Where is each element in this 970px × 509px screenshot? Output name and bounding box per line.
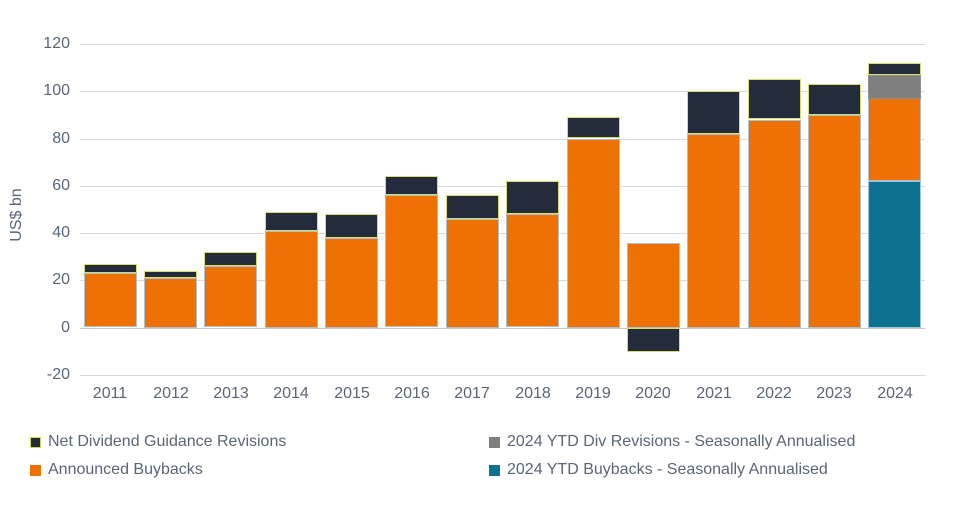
y-tick-label-100: 100 <box>43 82 70 99</box>
gridline-y-0 <box>80 328 925 329</box>
bar-2023-announced-buybacks <box>808 115 861 328</box>
x-tick-label-2024: 2024 <box>877 385 913 402</box>
gridline-y-80 <box>80 139 925 140</box>
x-tick-label-2018: 2018 <box>515 385 551 402</box>
legend-item-2024-ytd-div-revisions-seasonally-annualised: 2024 YTD Div Revisions - Seasonally Annu… <box>489 433 856 450</box>
x-tick-label-2015: 2015 <box>334 385 370 402</box>
legend-item-announced-buybacks: Announced Buybacks <box>30 461 203 478</box>
bar-2012-announced-buybacks <box>144 278 197 328</box>
x-tick-label-2017: 2017 <box>454 385 490 402</box>
x-tick-label-2013: 2013 <box>213 385 249 402</box>
gridline-y--20 <box>80 375 925 376</box>
bar-2018-announced-buybacks <box>506 214 559 327</box>
legend-marker-icon <box>30 436 41 448</box>
legend-marker-icon <box>489 464 500 476</box>
x-tick-label-2021: 2021 <box>696 385 732 402</box>
bar-2015-net-dividend-guidance-revisions <box>325 214 378 238</box>
bar-2014-announced-buybacks <box>265 231 318 328</box>
bar-2017-announced-buybacks <box>446 219 499 328</box>
bar-2019-net-dividend-guidance-revisions <box>567 117 620 138</box>
legend-marker-icon <box>30 464 41 476</box>
y-tick-label-20: 20 <box>52 271 70 288</box>
y-tick-label-60: 60 <box>52 177 70 194</box>
bar-2021-net-dividend-guidance-revisions <box>687 91 740 134</box>
bar-2020-net-dividend-guidance-revisions <box>627 328 680 352</box>
x-tick-label-2023: 2023 <box>816 385 852 402</box>
x-tick-label-2011: 2011 <box>92 385 128 402</box>
legend-item-net-dividend-guidance-revisions: Net Dividend Guidance Revisions <box>30 433 287 450</box>
gridline-y-120 <box>80 44 925 45</box>
legend-label: Announced Buybacks <box>48 461 203 478</box>
x-tick-label-2012: 2012 <box>153 385 189 402</box>
y-tick-label-120: 120 <box>43 35 70 52</box>
x-tick-label-2019: 2019 <box>575 385 611 402</box>
legend-label: 2024 YTD Div Revisions - Seasonally Annu… <box>507 433 856 450</box>
bar-2024-2024-ytd-buybacks-seasonally-annualised <box>868 181 921 328</box>
gridline-y-40 <box>80 233 925 234</box>
bar-2011-announced-buybacks <box>84 273 137 327</box>
x-tick-label-2022: 2022 <box>756 385 792 402</box>
bar-2016-announced-buybacks <box>385 195 438 327</box>
bar-2014-net-dividend-guidance-revisions <box>265 212 318 231</box>
bar-2018-net-dividend-guidance-revisions <box>506 181 559 214</box>
y-tick-label-0: 0 <box>61 319 70 336</box>
bar-2016-net-dividend-guidance-revisions <box>385 176 438 195</box>
bar-2020-announced-buybacks <box>627 243 680 328</box>
bar-2019-announced-buybacks <box>567 139 620 328</box>
bar-2017-net-dividend-guidance-revisions <box>446 195 499 219</box>
bar-2024-2024-ytd-div-revisions-seasonally-annualised <box>868 75 921 99</box>
legend-label: 2024 YTD Buybacks - Seasonally Annualise… <box>507 461 828 478</box>
x-tick-label-2016: 2016 <box>394 385 430 402</box>
x-tick-label-2020: 2020 <box>635 385 671 402</box>
gridline-y-100 <box>80 91 925 92</box>
gridline-y-20 <box>80 280 925 281</box>
bar-2012-net-dividend-guidance-revisions <box>144 271 197 278</box>
bar-2021-announced-buybacks <box>687 134 740 328</box>
bar-2013-announced-buybacks <box>204 266 257 327</box>
x-tick-label-2014: 2014 <box>273 385 309 402</box>
legend-marker-icon <box>489 436 500 448</box>
gridline-y-60 <box>80 186 925 187</box>
bar-2022-announced-buybacks <box>748 120 801 328</box>
bar-2022-net-dividend-guidance-revisions <box>748 79 801 119</box>
bar-2015-announced-buybacks <box>325 238 378 328</box>
legend-label: Net Dividend Guidance Revisions <box>48 433 287 450</box>
y-tick-label-40: 40 <box>52 224 70 241</box>
bar-2023-net-dividend-guidance-revisions <box>808 84 861 115</box>
legend-item-2024-ytd-buybacks-seasonally-annualised: 2024 YTD Buybacks - Seasonally Annualise… <box>489 461 828 478</box>
bar-2024-announced-buybacks <box>868 98 921 181</box>
bar-2011-net-dividend-guidance-revisions <box>84 264 137 273</box>
y-tick-label--20: -20 <box>46 366 70 383</box>
bar-2024-net-dividend-guidance-revisions <box>868 63 921 75</box>
bar-2013-net-dividend-guidance-revisions <box>204 252 257 266</box>
y-tick-label-80: 80 <box>52 130 70 147</box>
